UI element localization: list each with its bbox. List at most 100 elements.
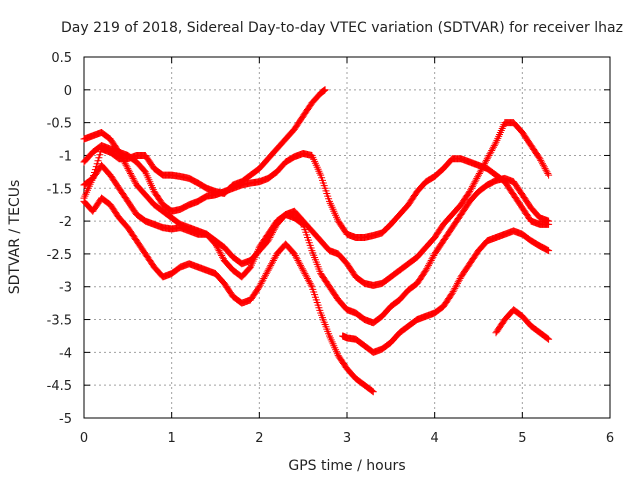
data-point bbox=[217, 250, 225, 258]
data-point bbox=[269, 258, 276, 266]
data-point bbox=[545, 171, 553, 179]
data-point bbox=[255, 283, 263, 291]
data-point bbox=[121, 160, 129, 168]
series-track-7 bbox=[492, 306, 553, 343]
data-point bbox=[214, 245, 222, 253]
data-point bbox=[544, 170, 552, 177]
data-point bbox=[304, 275, 311, 282]
data-point bbox=[536, 155, 544, 163]
data-point bbox=[297, 263, 305, 271]
y-tick-label: -5 bbox=[59, 412, 72, 427]
data-point bbox=[452, 283, 460, 291]
data-point bbox=[480, 161, 488, 169]
data-point bbox=[545, 247, 553, 255]
data-point bbox=[423, 265, 431, 273]
y-tick-label: -2.5 bbox=[47, 248, 72, 263]
data-point bbox=[294, 257, 302, 264]
data-point bbox=[369, 388, 377, 396]
data-point bbox=[290, 250, 298, 258]
x-tick-label: 0 bbox=[80, 431, 88, 446]
data-point bbox=[485, 152, 493, 159]
data-point bbox=[486, 150, 494, 158]
data-point bbox=[264, 266, 272, 274]
data-point bbox=[483, 155, 491, 163]
data-point bbox=[468, 183, 476, 191]
y-tick-label: -3 bbox=[59, 281, 72, 296]
x-tick-label: 5 bbox=[518, 431, 526, 446]
data-point bbox=[257, 279, 265, 287]
data-point bbox=[117, 152, 125, 159]
data-point bbox=[447, 291, 455, 299]
data-point bbox=[219, 253, 226, 261]
series-track-4 bbox=[80, 161, 553, 327]
data-point bbox=[122, 161, 130, 169]
y-tick-label: -3.5 bbox=[47, 314, 72, 329]
data-point bbox=[421, 268, 429, 276]
data-point bbox=[268, 260, 276, 268]
data-point bbox=[120, 158, 128, 166]
data-point bbox=[258, 278, 266, 286]
x-tick-label: 3 bbox=[343, 431, 351, 446]
y-axis-label: SDTVAR / TECUs bbox=[7, 180, 23, 295]
data-point bbox=[425, 260, 433, 268]
data-point bbox=[291, 252, 299, 259]
series-track-1 bbox=[80, 86, 329, 197]
data-point bbox=[467, 186, 475, 194]
data-point bbox=[470, 179, 478, 187]
data-point bbox=[218, 252, 226, 259]
data-point bbox=[481, 160, 489, 168]
data-point bbox=[454, 278, 462, 286]
y-tick-label: -1 bbox=[59, 149, 72, 164]
x-tick-label: 2 bbox=[255, 431, 263, 446]
data-point bbox=[261, 273, 269, 281]
data-point bbox=[255, 284, 262, 292]
data-point bbox=[270, 255, 278, 263]
data-point bbox=[297, 261, 304, 269]
data-point bbox=[300, 268, 308, 276]
y-tick-label: -4 bbox=[59, 346, 72, 361]
data-point bbox=[451, 284, 459, 292]
x-tick-label: 6 bbox=[606, 431, 614, 446]
data-point bbox=[128, 173, 136, 181]
data-point bbox=[114, 147, 122, 155]
axis-ticks: 0 1 2 3 4 5 6 0.5 0 -0.5 -1 -1.5 -2 -2.5 -3 -3.5 -4 -4.5 -… bbox=[47, 51, 615, 446]
data-point bbox=[487, 148, 495, 156]
data-point bbox=[94, 157, 102, 165]
data-point bbox=[141, 167, 148, 175]
data-point bbox=[115, 148, 123, 156]
data-point bbox=[292, 253, 300, 261]
y-tick-label: 0 bbox=[64, 84, 72, 99]
data-point bbox=[269, 257, 277, 264]
data-point bbox=[539, 161, 547, 169]
data-point bbox=[304, 276, 312, 284]
data-point bbox=[368, 386, 375, 394]
data-point bbox=[475, 171, 482, 179]
data-point bbox=[488, 147, 496, 154]
data-point bbox=[455, 276, 463, 284]
data-point bbox=[305, 278, 313, 286]
data-point bbox=[306, 279, 314, 287]
data-point bbox=[542, 166, 550, 174]
data-point bbox=[466, 188, 474, 196]
data-point bbox=[216, 248, 224, 256]
data-point bbox=[541, 165, 549, 173]
data-point bbox=[482, 158, 489, 166]
chart-title: Day 219 of 2018, Sidereal Day-to-day VTE… bbox=[61, 20, 623, 36]
data-point bbox=[127, 170, 134, 177]
data-point bbox=[125, 166, 133, 174]
data-point bbox=[303, 273, 311, 281]
data-point bbox=[489, 143, 497, 151]
series-track-5 bbox=[80, 194, 377, 396]
series-line bbox=[83, 89, 326, 195]
data-point bbox=[545, 335, 553, 343]
data-point bbox=[449, 288, 457, 296]
data-point bbox=[131, 178, 139, 186]
data-point bbox=[298, 265, 306, 273]
data-point bbox=[262, 271, 269, 279]
series-line bbox=[342, 230, 549, 354]
data-point bbox=[271, 253, 279, 261]
data-point bbox=[425, 261, 432, 269]
data-point bbox=[537, 156, 545, 164]
data-point bbox=[307, 281, 315, 289]
data-point bbox=[482, 156, 490, 164]
